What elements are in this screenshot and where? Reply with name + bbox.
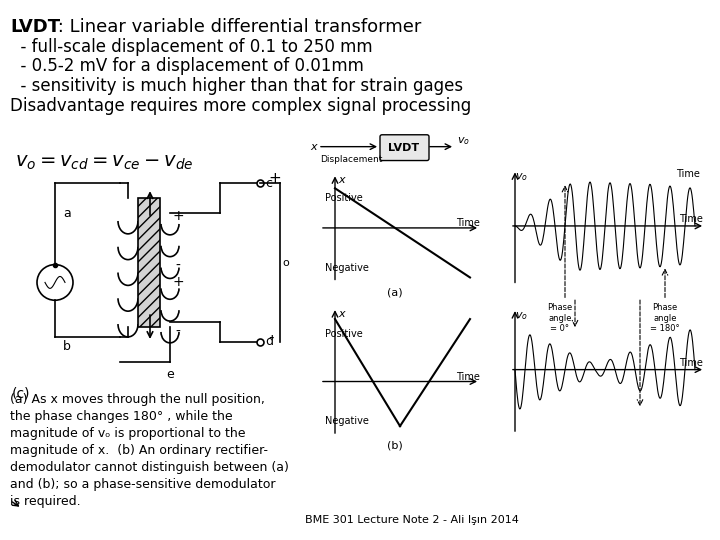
Text: (b): (b) [387, 441, 403, 451]
Text: a: a [63, 207, 71, 220]
Text: x: x [310, 141, 317, 152]
Text: : Linear variable differential transformer: : Linear variable differential transform… [52, 18, 421, 36]
Text: x: x [338, 309, 345, 319]
Text: LVDT: LVDT [10, 18, 60, 36]
Text: - full-scale displacement of 0.1 to 250 mm: - full-scale displacement of 0.1 to 250 … [10, 38, 373, 56]
Text: LVDT: LVDT [388, 143, 420, 153]
Text: Time: Time [456, 218, 480, 228]
Text: Negative: Negative [325, 416, 369, 426]
Text: $v_o$: $v_o$ [457, 135, 470, 147]
Text: (a) As x moves through the null position,
the phase changes 180° , while the
mag: (a) As x moves through the null position… [10, 394, 289, 508]
Text: Negative: Negative [325, 262, 369, 273]
Text: $v_o = v_{cd} = v_{ce} - v_{de}$: $v_o = v_{cd} = v_{ce} - v_{de}$ [15, 153, 194, 172]
Text: Disadvantage requires more complex signal processing: Disadvantage requires more complex signa… [10, 97, 472, 115]
Text: c: c [265, 177, 272, 190]
Text: - sensitivity is much higher than that for strain gages: - sensitivity is much higher than that f… [10, 77, 463, 95]
Bar [138, 198, 160, 327]
Text: $v_o$: $v_o$ [515, 171, 528, 183]
Text: -: - [176, 325, 181, 339]
Text: - 0.5-2 mV for a displacement of 0.01mm: - 0.5-2 mV for a displacement of 0.01mm [10, 57, 364, 76]
FancyBboxPatch shape [380, 135, 429, 160]
Text: Time: Time [679, 357, 703, 368]
Text: (c): (c) [12, 387, 30, 401]
Text: b: b [63, 340, 71, 353]
Text: -: - [176, 259, 181, 273]
Text: d: d [265, 335, 273, 348]
Text: -: - [268, 329, 274, 345]
Text: Displacement: Displacement [320, 154, 382, 164]
Text: Phase
angle
= 0°: Phase angle = 0° [547, 303, 572, 333]
Text: +: + [172, 275, 184, 289]
Text: +: + [268, 171, 281, 186]
Text: Phase
angle
= 180°: Phase angle = 180° [650, 303, 680, 333]
Text: +: + [172, 209, 184, 223]
Text: Time: Time [676, 170, 700, 179]
Text: BME 301 Lecture Note 2 - Ali Işın 2014: BME 301 Lecture Note 2 - Ali Işın 2014 [305, 515, 519, 525]
Text: (a): (a) [387, 287, 402, 298]
Text: Positive: Positive [325, 193, 363, 203]
Text: o: o [282, 258, 289, 268]
Text: Positive: Positive [325, 329, 363, 339]
Text: e: e [166, 368, 174, 381]
Text: x: x [338, 176, 345, 185]
Text: $v_o$: $v_o$ [515, 310, 528, 322]
Text: Time: Time [456, 372, 480, 382]
Text: Time: Time [679, 214, 703, 224]
